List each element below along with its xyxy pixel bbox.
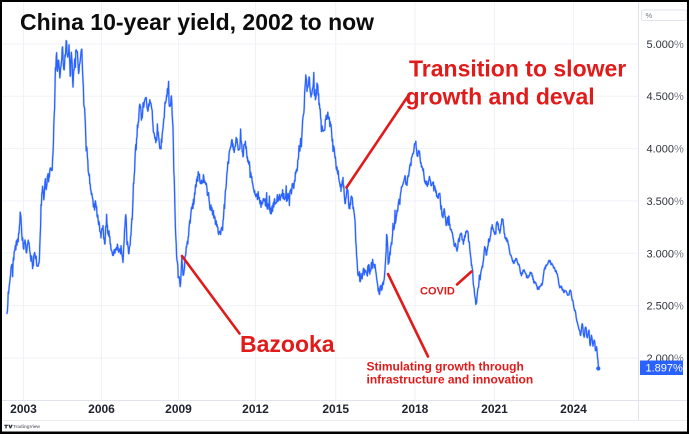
svg-text:growth and deval: growth and deval (406, 84, 595, 110)
svg-text:Bazooka: Bazooka (240, 331, 335, 357)
svg-text:3.000%: 3.000% (647, 248, 685, 260)
svg-text:1.897%: 1.897% (646, 363, 684, 375)
svg-text:2.500%: 2.500% (647, 301, 685, 313)
svg-text:3.500%: 3.500% (647, 196, 685, 208)
svg-text:China 10-year yield, 2002 to n: China 10-year yield, 2002 to now (20, 9, 374, 35)
svg-text:2018: 2018 (402, 402, 429, 416)
svg-text:COVID: COVID (420, 286, 455, 298)
svg-text:2009: 2009 (165, 402, 192, 416)
svg-text:%: % (646, 11, 653, 20)
svg-text:2012: 2012 (242, 402, 269, 416)
svg-text:4.500%: 4.500% (647, 91, 685, 103)
svg-text:Stimulating growth through: Stimulating growth through (367, 360, 524, 374)
svg-text:2024: 2024 (560, 402, 587, 416)
svg-text:2006: 2006 (88, 402, 115, 416)
svg-text:2015: 2015 (322, 402, 349, 416)
svg-text:Transition to slower: Transition to slower (409, 56, 626, 82)
svg-text:2003: 2003 (10, 402, 37, 416)
svg-text:infrastructure and innovation: infrastructure and innovation (367, 373, 534, 387)
svg-text:TradingView: TradingView (13, 424, 40, 429)
svg-text:4.000%: 4.000% (647, 144, 685, 156)
svg-text:5.000%: 5.000% (647, 39, 685, 51)
svg-text:2021: 2021 (481, 402, 508, 416)
